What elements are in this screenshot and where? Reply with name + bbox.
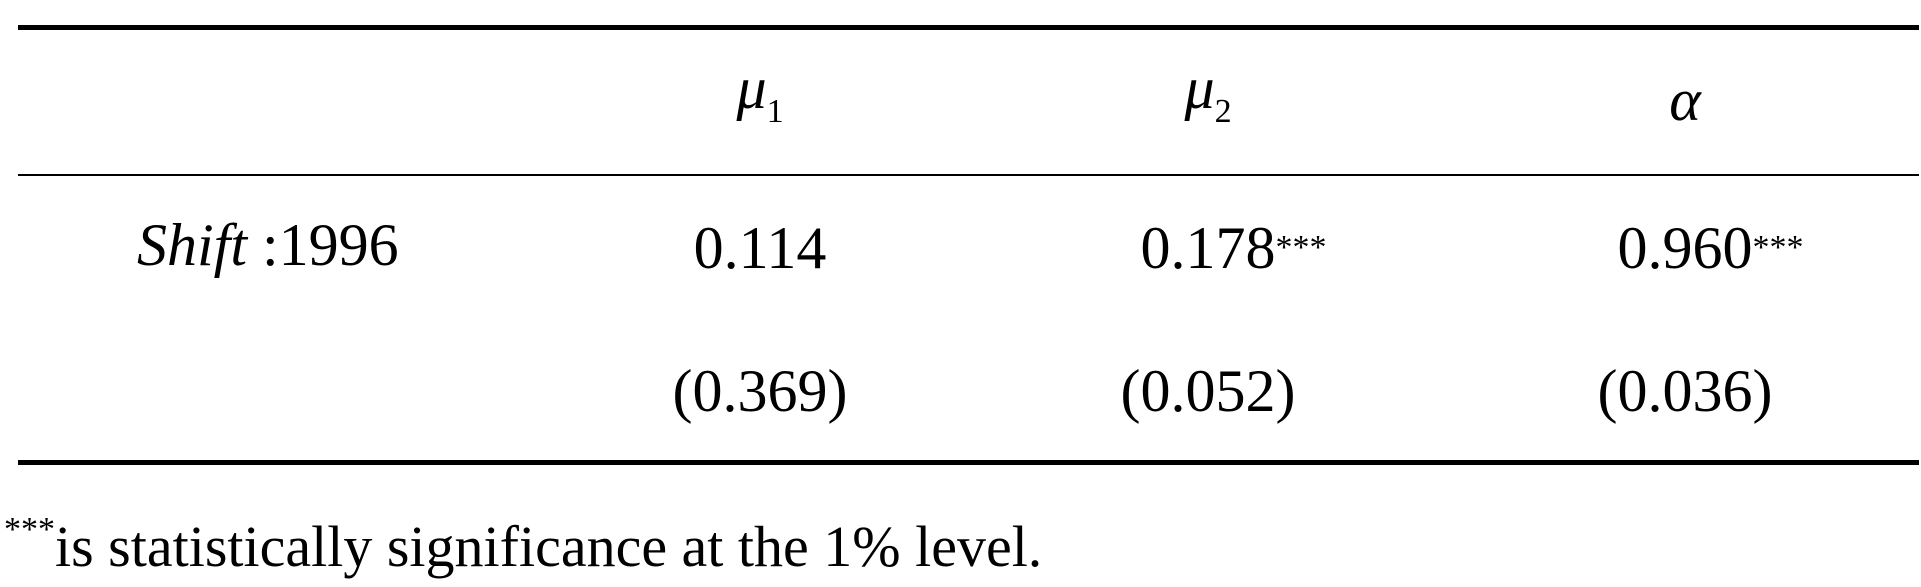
std-error: (0.052) — [1121, 356, 1296, 426]
value: (0.369) — [672, 358, 848, 424]
estimate: 0.960 *** — [1617, 213, 1804, 283]
std-error: (0.036) — [1598, 356, 1773, 426]
column-header: μ2 — [1184, 53, 1231, 147]
value: 0.960 — [1617, 215, 1753, 281]
footnote-mark: *** — [4, 511, 55, 548]
subscript: 2 — [1214, 93, 1232, 130]
label-text: :1996 — [262, 212, 399, 278]
symbol: μ — [1184, 55, 1215, 121]
footnote: ***is statistically significance at the … — [4, 490, 1042, 587]
column-header: α — [1669, 65, 1701, 135]
value: 0.178 — [1140, 215, 1276, 281]
estimate: 0.178 *** — [1140, 213, 1327, 283]
estimate: 0.114 — [694, 213, 827, 283]
top-rule — [18, 25, 1919, 30]
symbol: μ — [736, 55, 767, 121]
header-rule — [18, 174, 1919, 176]
label-italic: Shift — [137, 212, 248, 278]
symbol: α — [1669, 67, 1701, 133]
bottom-rule — [18, 460, 1919, 465]
footnote-text: is statistically significance at the 1% … — [55, 514, 1043, 579]
row-label: Shift :1996 — [137, 210, 399, 280]
value: 0.114 — [693, 215, 827, 281]
page: μ1 μ2 α Shift :1996 0.114 0.178 *** 0.960… — [4, 25, 1919, 579]
significance: *** — [1752, 229, 1804, 266]
value: (0.052) — [1120, 358, 1296, 424]
subscript: 1 — [766, 93, 784, 130]
significance: *** — [1275, 229, 1327, 266]
std-error: (0.369) — [673, 356, 848, 426]
value: (0.036) — [1597, 358, 1773, 424]
column-header: μ1 — [736, 53, 783, 147]
